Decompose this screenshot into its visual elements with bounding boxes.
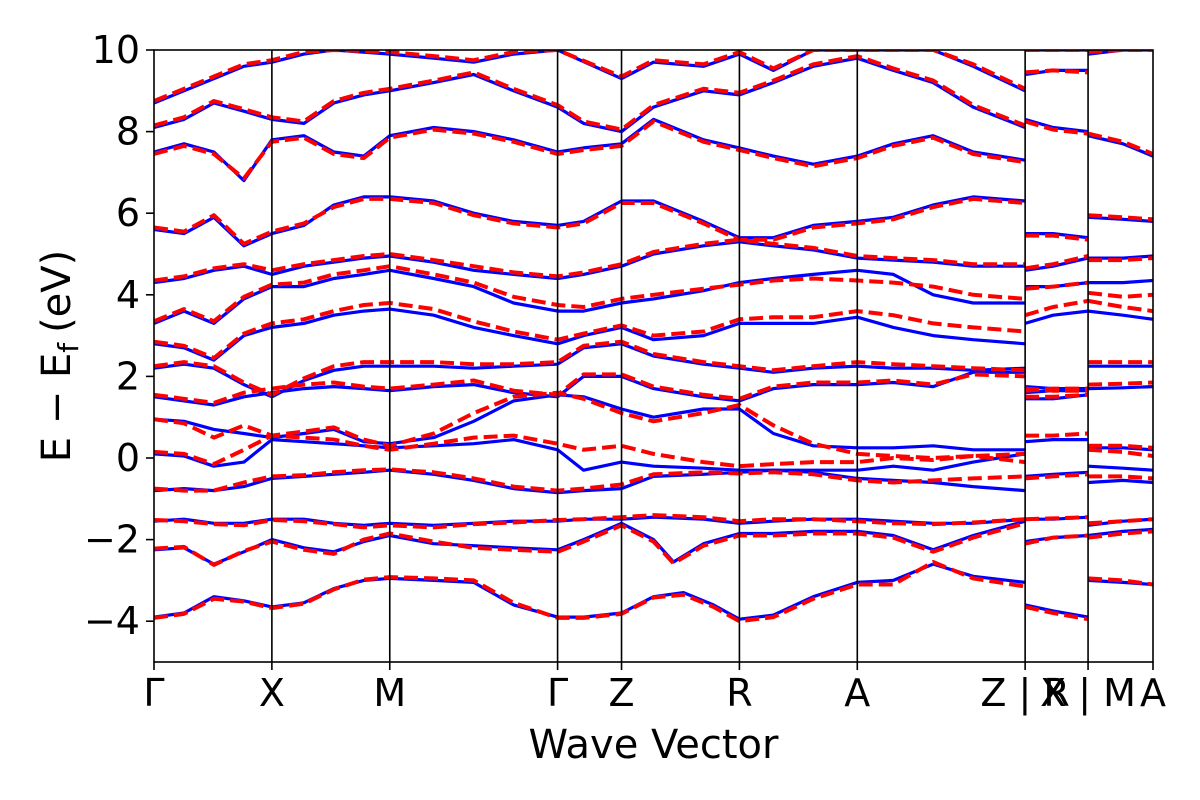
dashed-band-1	[154, 521, 1153, 567]
dashed-band-14	[154, 50, 1089, 103]
y-tick-label: −2	[84, 518, 140, 562]
x-tick-label: X	[259, 671, 285, 715]
dashed-band-2	[154, 513, 1153, 530]
plot-frame	[153, 49, 1154, 663]
x-tick-label: Γ	[547, 671, 568, 715]
x-tick-label: Z | R	[980, 671, 1069, 716]
x-tick-label: M	[373, 671, 406, 715]
y-tick-label: 2	[116, 354, 140, 398]
dashed-band-8	[154, 298, 1153, 360]
dashed-band-9	[154, 264, 1153, 324]
high-symmetry-lines	[271, 50, 1089, 662]
x-tick-label: A	[1140, 671, 1166, 715]
y-axis-label: E − Ef (eV)	[34, 250, 85, 463]
dashed-band-0	[154, 560, 1153, 624]
dashed-band-11	[154, 196, 1153, 246]
x-axis-label: Wave Vector	[529, 722, 780, 768]
svg-text:E − Ef(eV): E − Ef (eV)	[34, 250, 85, 463]
y-tick-label: 4	[116, 273, 140, 317]
y-axis-label-subscript: f	[52, 342, 85, 353]
x-tick-label: R	[726, 671, 752, 715]
y-tick-label: 0	[116, 436, 140, 480]
solid-band-0	[154, 562, 1153, 621]
series-layer	[154, 50, 1153, 624]
y-tick-label: −4	[84, 599, 140, 643]
y-axis-label-main: E − E	[34, 353, 80, 463]
y-tick-label: 10	[92, 28, 140, 72]
x-tick-label: A	[844, 671, 870, 715]
x-tick-label: X | M	[1040, 671, 1136, 716]
y-axis-ticks: −4 −2 0 2 4 6 8 10	[84, 28, 154, 643]
solid-band-12	[154, 117, 1153, 183]
y-tick-label: 8	[116, 110, 140, 154]
x-tick-label: Z	[609, 671, 635, 715]
x-tick-label: Γ	[143, 671, 164, 715]
y-tick-label: 6	[116, 191, 140, 235]
y-axis-label-unit: (eV)	[34, 250, 80, 333]
solid-band-9	[154, 268, 1153, 325]
dashed-band-12	[154, 119, 1153, 181]
dashed-band-10	[154, 237, 1153, 283]
